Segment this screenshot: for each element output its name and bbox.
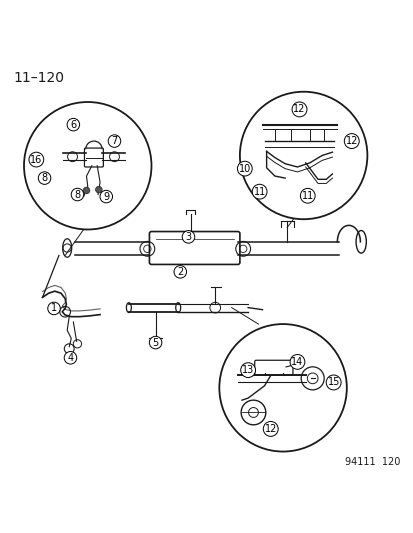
Text: 8: 8 — [74, 190, 81, 199]
Text: 12: 12 — [345, 136, 357, 146]
Text: 10: 10 — [238, 164, 250, 174]
Text: 1: 1 — [51, 303, 57, 313]
Text: 4: 4 — [67, 353, 74, 363]
Text: 94111  120: 94111 120 — [344, 457, 399, 467]
Text: 6: 6 — [70, 119, 76, 130]
Text: 15: 15 — [327, 377, 339, 387]
Text: 12: 12 — [293, 104, 305, 115]
Text: 14: 14 — [291, 357, 303, 367]
Text: 13: 13 — [242, 365, 254, 375]
Circle shape — [95, 187, 102, 193]
Text: 11–120: 11–120 — [14, 71, 64, 85]
Text: 5: 5 — [152, 337, 158, 348]
Text: 9: 9 — [103, 191, 109, 201]
Text: 16: 16 — [30, 155, 43, 165]
Text: 8: 8 — [41, 173, 47, 183]
Text: 11: 11 — [301, 191, 313, 201]
Text: 2: 2 — [177, 267, 183, 277]
Text: 11: 11 — [253, 187, 265, 197]
Text: 3: 3 — [185, 232, 191, 242]
Text: 12: 12 — [264, 424, 276, 434]
Circle shape — [83, 187, 90, 193]
Text: 7: 7 — [111, 136, 117, 146]
